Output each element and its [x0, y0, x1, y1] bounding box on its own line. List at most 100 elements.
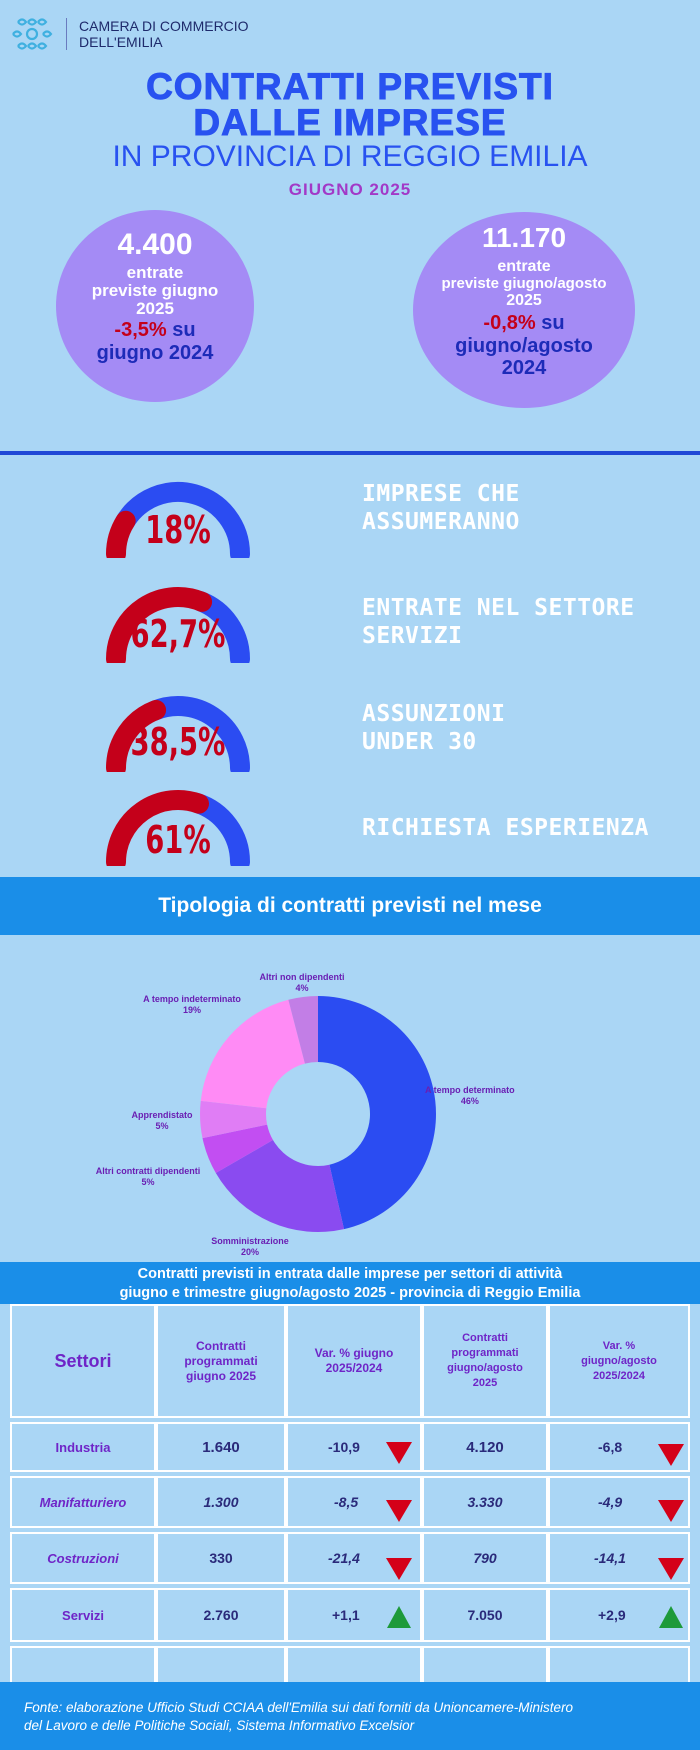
- gauge-1: [106, 587, 250, 663]
- summer-entries-variation: -0,8%: [483, 312, 536, 334]
- empty-cell: [422, 1646, 548, 1686]
- slice-label-1-value: 20%: [240, 1247, 259, 1257]
- header-sectors: Settori: [10, 1304, 156, 1418]
- row-0-sector: Industria: [10, 1422, 156, 1472]
- header-jun-contracts: Contratti programmati giugno 2025: [156, 1304, 286, 1418]
- row-1-tri-trend-down-icon: [658, 1500, 684, 1522]
- row-2-sector: Costruzioni: [10, 1532, 156, 1584]
- gauge-0-label: IMPRESE CHE ASSUMERANNO: [362, 480, 520, 536]
- gauge-1-label2: SERVIZI: [362, 623, 463, 649]
- org-name: CAMERA DI COMMERCIO DELL'EMILIA: [66, 18, 249, 50]
- donut-slice-2: [202, 1124, 273, 1173]
- chamber-logo-icon: [12, 18, 53, 50]
- row-2-var-tri: -14,1: [548, 1532, 690, 1584]
- gauge-1-value: 62,7%: [130, 612, 226, 656]
- summer-entries-value: 11.170: [481, 222, 567, 253]
- source-note: Fonte: elaborazione Ufficio Studi CCIAA …: [0, 1682, 700, 1750]
- row-0-var-jun-value: -10,9: [328, 1439, 360, 1455]
- sector-table-title-line1: Contratti previsti in entrata dalle impr…: [137, 1266, 563, 1282]
- slice-label-4-name: A tempo indeterminato: [143, 994, 241, 1004]
- header-jun-variation: Var. % giugno 2025/2024: [286, 1304, 422, 1418]
- slice-label-1: Somministrazione 20%: [200, 1236, 300, 1258]
- row-2-var-jun-value: -21,4: [328, 1550, 360, 1566]
- gauge-fill-arc: [106, 587, 213, 663]
- section-divider: [0, 451, 700, 455]
- row-2-var-tri-value: -14,1: [594, 1550, 626, 1566]
- summer-entries-cmp2: giugno/agosto: [455, 335, 593, 357]
- summer-entries-cmp3: 2024: [501, 357, 547, 379]
- slice-label-2-name: Altri contratti dipendenti: [95, 1166, 201, 1176]
- gauge-2-value: 38,5%: [130, 720, 226, 764]
- june-entries-cmp2: giugno 2024: [96, 342, 214, 364]
- june-entries-comparison: -3,5% su: [56, 318, 254, 342]
- page-subtitle: IN PROVINCIA DI REGGIO EMILIA: [112, 140, 588, 173]
- row-0-var-tri: -6,8: [548, 1422, 690, 1472]
- gauge-1-label1: ENTRATE NEL SETTORE: [362, 595, 635, 621]
- gauge-3-value: 61%: [145, 818, 211, 862]
- org-name-line1: CAMERA DI COMMERCIO: [79, 18, 249, 34]
- gauge-fill-arc: [106, 510, 136, 558]
- gauge-3-label: RICHIESTA ESPERIENZA: [362, 814, 649, 842]
- row-0-tri-trend-down-icon: [658, 1444, 684, 1466]
- row-1-var-tri-value: -4,9: [598, 1494, 623, 1510]
- slice-label-3-value: 5%: [155, 1121, 169, 1131]
- summer-entries-label2: previste giugno/agosto: [441, 275, 607, 292]
- donut-slice-4: [200, 999, 305, 1109]
- june-entries-variation: -3,5%: [114, 319, 167, 341]
- sector-table-title: Contratti previsti in entrata dalle impr…: [0, 1262, 700, 1304]
- summer-entries-label1: entrate: [497, 258, 551, 275]
- gauge-0: [106, 482, 250, 558]
- gauge-2: [106, 696, 250, 772]
- donut-slice-1: [215, 1140, 344, 1232]
- slice-label-5-value: 4%: [295, 983, 309, 993]
- gauge-fill-arc: [106, 790, 210, 866]
- gauge-2-label: ASSUNZIONI UNDER 30: [362, 700, 505, 756]
- june-entries-bubble: 4.400 entrate previste giugno 2025 -3,5%…: [56, 210, 254, 402]
- page-title-line2: DALLE IMPRESE: [193, 102, 507, 144]
- slice-label-2: Altri contratti dipendenti 5%: [88, 1166, 208, 1188]
- row-3-var-tri: +2,9: [548, 1588, 690, 1642]
- empty-cell: [286, 1646, 422, 1686]
- gauge-3-label1: RICHIESTA ESPERIENZA: [362, 815, 649, 841]
- summer-entries-label3: 2025: [506, 292, 542, 309]
- sector-table-title-line2: giugno e trimestre giugno/agosto 2025 - …: [119, 1285, 581, 1301]
- donut-slice-5: [288, 996, 318, 1064]
- row-1-var-jun-value: -8,5: [334, 1494, 359, 1510]
- june-entries-label1: entrate: [126, 263, 184, 282]
- row-2-jun-trend-down-icon: [386, 1558, 412, 1580]
- gauge-2-label1: ASSUNZIONI: [362, 701, 506, 727]
- source-note-line2: del Lavoro e delle Politiche Sociali, Si…: [24, 1718, 415, 1733]
- row-1-var-jun: -8,5: [286, 1476, 422, 1528]
- summer-entries-comparison: -0,8% su: [413, 311, 635, 335]
- header-tri-variation: Var. % giugno/agosto 2025/2024: [548, 1304, 690, 1418]
- row-1-tri: 3.330: [422, 1476, 548, 1528]
- row-0-var-tri-value: -6,8: [598, 1439, 623, 1455]
- summer-entries-bubble: 11.170 entrate previste giugno/agosto 20…: [413, 212, 635, 408]
- gauge-0-value: 18%: [145, 508, 211, 552]
- row-3-sector: Servizi: [10, 1588, 156, 1642]
- row-2-tri-trend-down-icon: [658, 1558, 684, 1580]
- donut-slice-3: [200, 1100, 268, 1139]
- row-2-var-jun: -21,4: [286, 1532, 422, 1584]
- gauge-remaining-arc: [144, 696, 250, 772]
- page-title-line1: CONTRATTI PREVISTI: [146, 66, 554, 108]
- slice-label-0-name: A tempo determinato: [425, 1085, 515, 1095]
- row-3-var-jun-value: +1,1: [332, 1607, 360, 1623]
- slice-label-2-value: 5%: [141, 1177, 155, 1187]
- slice-label-5-name: Altri non dipendenti: [259, 972, 345, 982]
- row-1-sector: Manifatturiero: [10, 1476, 156, 1528]
- summer-entries-cmp1: su: [541, 312, 565, 334]
- gauge-3: [106, 790, 250, 866]
- june-entries-value: 4.400: [117, 228, 193, 261]
- june-entries-label3: 2025: [136, 299, 174, 318]
- slice-label-4-value: 19%: [182, 1005, 201, 1015]
- row-3-var-jun: +1,1: [286, 1588, 422, 1642]
- row-3-tri: 7.050: [422, 1588, 548, 1642]
- row-3-jun: 2.760: [156, 1588, 286, 1642]
- contract-types-donut: [200, 996, 436, 1232]
- slice-label-3: Apprendistato 5%: [122, 1110, 202, 1132]
- source-note-line1: Fonte: elaborazione Ufficio Studi CCIAA …: [24, 1700, 574, 1715]
- row-1-jun-trend-down-icon: [386, 1500, 412, 1522]
- contract-types-chart: A tempo determinato 46% Somministrazione…: [0, 960, 700, 1257]
- empty-cell: [156, 1646, 286, 1686]
